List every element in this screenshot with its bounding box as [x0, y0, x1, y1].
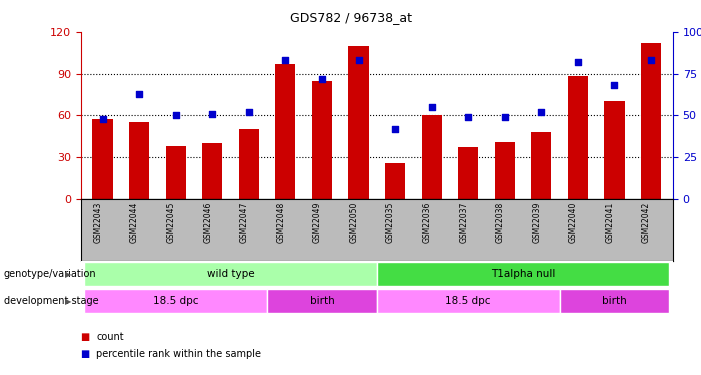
- Text: 18.5 dpc: 18.5 dpc: [153, 296, 198, 306]
- Text: GSM22050: GSM22050: [350, 202, 358, 243]
- Text: development stage: development stage: [4, 296, 98, 306]
- Bar: [641, 43, 661, 199]
- Text: GSM22046: GSM22046: [203, 202, 212, 243]
- Text: GSM22037: GSM22037: [459, 202, 468, 243]
- Text: GSM22041: GSM22041: [606, 202, 615, 243]
- Text: ■: ■: [81, 349, 90, 359]
- Text: count: count: [96, 332, 123, 342]
- Bar: [495, 142, 515, 199]
- Point: [316, 76, 327, 82]
- Bar: [84, 262, 377, 286]
- Bar: [93, 120, 113, 199]
- Text: GSM22035: GSM22035: [386, 202, 395, 243]
- Point: [207, 111, 218, 117]
- Text: GSM22040: GSM22040: [569, 202, 578, 243]
- Bar: [202, 143, 222, 199]
- Text: 18.5 dpc: 18.5 dpc: [445, 296, 491, 306]
- Text: GSM22039: GSM22039: [532, 202, 541, 243]
- Point: [499, 114, 510, 120]
- Text: GSM22049: GSM22049: [313, 202, 322, 243]
- Text: percentile rank within the sample: percentile rank within the sample: [96, 349, 261, 359]
- Point: [646, 57, 657, 63]
- Bar: [312, 81, 332, 199]
- Point: [243, 109, 254, 115]
- Bar: [267, 289, 377, 313]
- Bar: [239, 129, 259, 199]
- Text: GSM22045: GSM22045: [167, 202, 176, 243]
- Point: [170, 112, 182, 118]
- Text: GSM22043: GSM22043: [93, 202, 102, 243]
- Bar: [84, 289, 267, 313]
- Text: birth: birth: [602, 296, 627, 306]
- Bar: [275, 64, 295, 199]
- Text: genotype/variation: genotype/variation: [4, 269, 96, 279]
- Bar: [377, 262, 669, 286]
- Bar: [165, 146, 186, 199]
- Text: GSM22042: GSM22042: [642, 202, 651, 243]
- Text: GSM22048: GSM22048: [276, 202, 285, 243]
- Point: [536, 109, 547, 115]
- Text: GSM22038: GSM22038: [496, 202, 505, 243]
- Point: [609, 82, 620, 88]
- Text: GSM22044: GSM22044: [130, 202, 139, 243]
- Bar: [458, 147, 478, 199]
- Text: GSM22036: GSM22036: [423, 202, 432, 243]
- Text: GSM22047: GSM22047: [240, 202, 249, 243]
- Bar: [531, 132, 552, 199]
- Point: [353, 57, 364, 63]
- Text: birth: birth: [310, 296, 334, 306]
- Point: [133, 91, 144, 97]
- Point: [390, 126, 401, 132]
- Bar: [559, 289, 669, 313]
- Point: [426, 104, 437, 110]
- Bar: [377, 289, 559, 313]
- Text: GDS782 / 96738_at: GDS782 / 96738_at: [290, 11, 411, 24]
- Bar: [421, 116, 442, 199]
- Text: wild type: wild type: [207, 268, 254, 279]
- Bar: [385, 163, 405, 199]
- Bar: [348, 46, 369, 199]
- Point: [97, 116, 108, 122]
- Point: [572, 59, 583, 65]
- Text: T1alpha null: T1alpha null: [491, 268, 555, 279]
- Text: ▶: ▶: [64, 297, 72, 306]
- Bar: [568, 76, 588, 199]
- Text: ■: ■: [81, 332, 90, 342]
- Point: [280, 57, 291, 63]
- Point: [463, 114, 474, 120]
- Bar: [604, 101, 625, 199]
- Bar: [129, 122, 149, 199]
- Text: ▶: ▶: [64, 270, 72, 279]
